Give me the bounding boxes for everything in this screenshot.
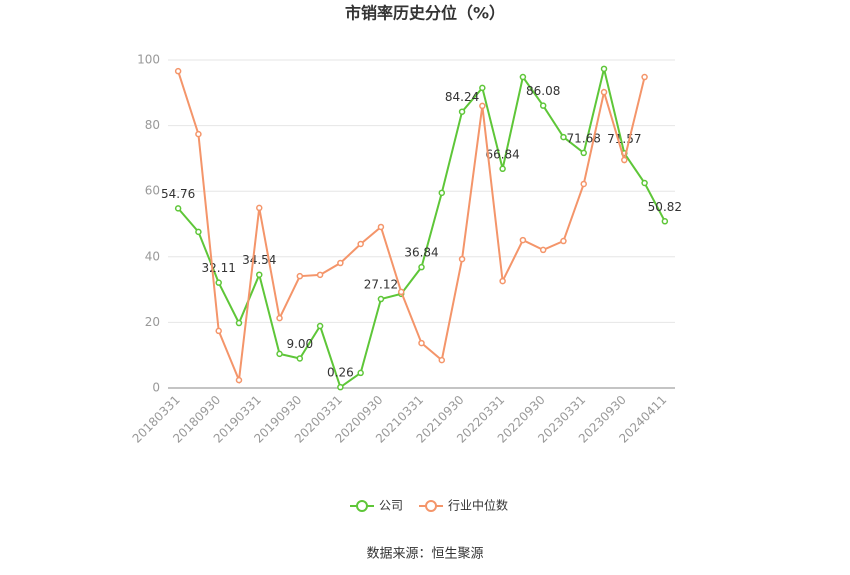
point: [580, 149, 587, 157]
data-label: 50.82: [648, 200, 682, 214]
data-label: 27.12: [364, 278, 398, 292]
point: [316, 322, 324, 330]
point: [337, 259, 344, 267]
point: [519, 236, 527, 244]
point: [539, 102, 547, 109]
y-tick-label: 80: [145, 118, 160, 132]
point: [600, 65, 608, 73]
data-label: 34.54: [242, 253, 276, 267]
point: [256, 204, 263, 212]
data-label: 66.84: [485, 147, 519, 161]
y-tick-label: 60: [145, 184, 160, 198]
data-label: 36.84: [404, 246, 438, 260]
legend-marker: [356, 500, 368, 512]
point: [499, 277, 506, 285]
point: [458, 108, 466, 115]
point: [438, 189, 446, 197]
point: [418, 339, 425, 347]
point: [256, 271, 263, 278]
legend-marker: [425, 500, 438, 512]
point: [519, 73, 527, 81]
point: [337, 383, 344, 391]
point: [377, 295, 385, 303]
point: [215, 279, 222, 286]
point: [661, 218, 669, 225]
point: [357, 369, 364, 377]
y-tick-label: 0: [152, 381, 160, 395]
point: [641, 179, 648, 187]
data-label: 84.24: [445, 90, 479, 104]
data-label: 54.76: [161, 187, 195, 201]
point: [316, 271, 324, 279]
point: [539, 246, 547, 254]
series-line: [177, 70, 646, 385]
point: [276, 350, 283, 358]
data-label: 71.57: [607, 132, 641, 146]
source: 数据来源：恒生聚源: [366, 547, 483, 562]
point: [377, 223, 385, 231]
point: [580, 180, 587, 188]
point: [235, 376, 243, 384]
data-label: 32.11: [202, 261, 236, 275]
point: [357, 240, 364, 248]
data-label: 86.08: [526, 84, 560, 98]
series-line: [177, 68, 666, 389]
point: [195, 228, 202, 236]
y-tick-label: 40: [145, 249, 160, 263]
point: [296, 355, 304, 362]
point: [438, 356, 446, 364]
point: [174, 67, 182, 75]
point: [641, 73, 648, 81]
y-tick-label: 100: [137, 53, 160, 67]
point: [458, 255, 466, 263]
chart-title: 市销率历史分位（%）: [345, 4, 505, 23]
legend-label: 行业中位数: [448, 498, 508, 513]
point: [235, 319, 243, 327]
point: [479, 84, 486, 92]
point: [195, 130, 202, 138]
point: [479, 102, 486, 110]
point: [296, 272, 304, 280]
point: [174, 205, 182, 212]
data-label: 0.26: [327, 366, 354, 380]
point: [215, 327, 222, 335]
data-label: 9.00: [286, 337, 313, 351]
point: [418, 263, 425, 271]
y-tick-label: 20: [145, 315, 160, 329]
point: [560, 237, 567, 245]
point: [621, 156, 628, 164]
point: [499, 165, 506, 173]
point: [600, 88, 608, 96]
point: [276, 314, 283, 322]
legend-label: 公司: [379, 499, 403, 513]
point: [560, 133, 567, 141]
point: [397, 288, 405, 296]
